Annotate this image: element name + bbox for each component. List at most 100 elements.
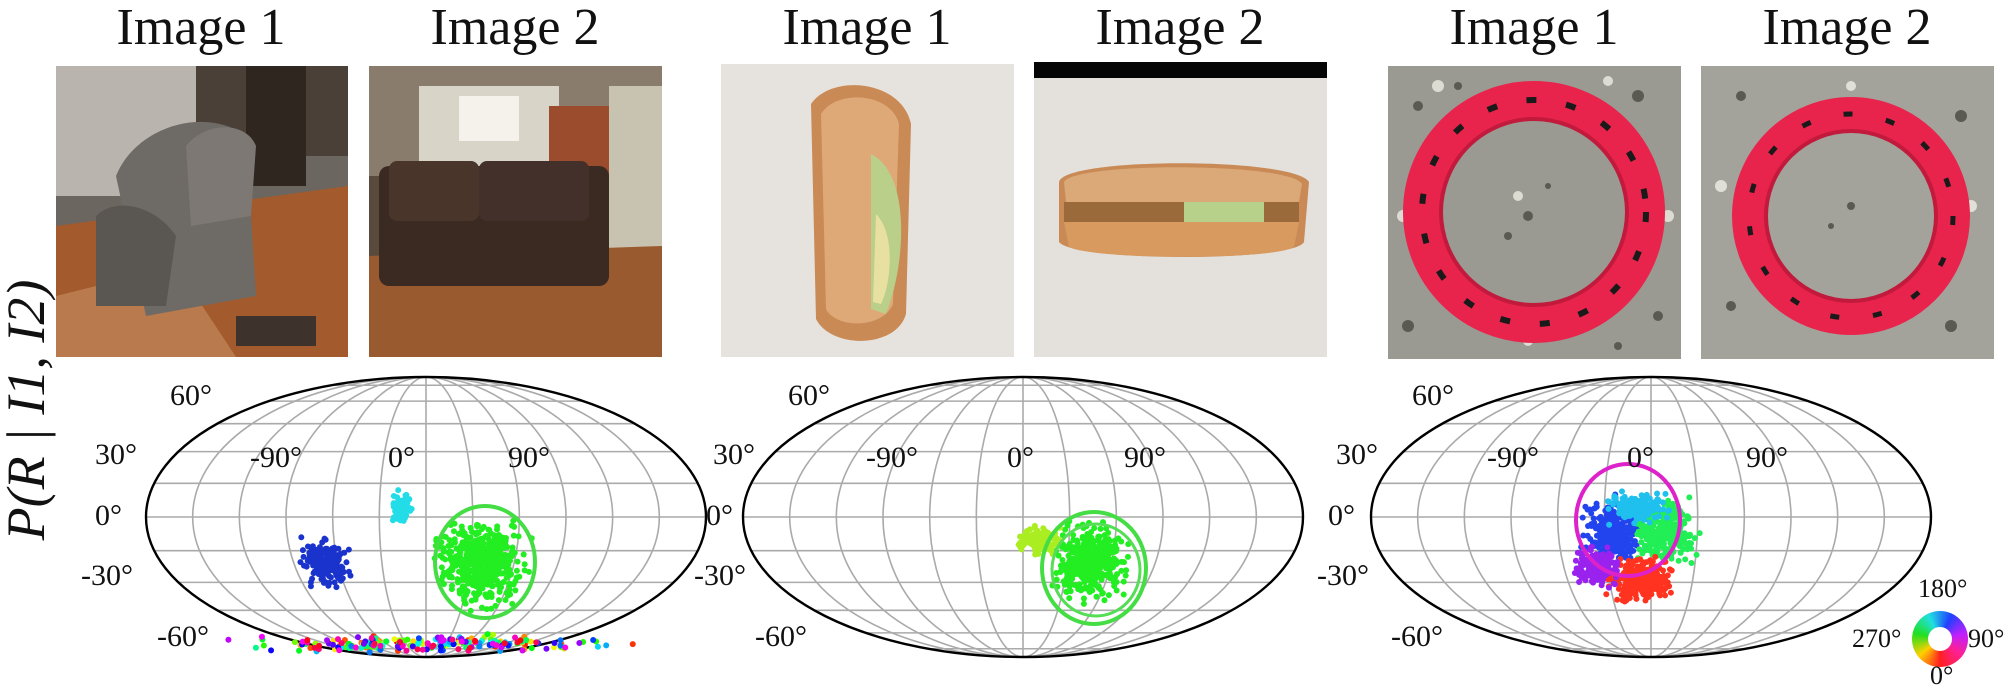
scatter-point [510,532,517,539]
scatter-point [1591,505,1598,512]
scatter-point [506,580,513,587]
panel3-image2-label: Image 2 [1762,0,1932,56]
panel1-image1-label: Image 1 [116,0,286,56]
scatter-point [1677,549,1684,556]
scatter-point [1059,556,1066,563]
scatter-point [1612,542,1619,549]
scatter-point [521,561,528,568]
scatter-point [1120,578,1127,585]
scatter-point [1095,533,1102,540]
scatter-point [1682,556,1689,563]
scatter-point [1626,525,1633,532]
scatter-point [483,606,490,613]
scatter-point [1099,590,1106,597]
scatter-point [495,597,502,604]
scatter-point [1604,498,1611,505]
scatter-point [1600,559,1607,566]
plot3-lat-30: 30° [1336,438,1378,471]
scatter-point [517,637,524,644]
scatter-point [1089,546,1096,553]
scatter-point [1618,550,1625,557]
cluster-cyan [389,487,415,524]
scatter-point [449,559,456,566]
scatter-point [562,644,569,651]
scatter-point [403,647,410,654]
scatter-point [467,541,474,548]
scatter-point [439,554,446,561]
scatter-point [1691,535,1698,542]
scatter-point [399,504,406,511]
scatter-point [512,634,519,641]
color-wheel-label-right: 90° [1968,624,2005,653]
scatter-point [1648,578,1655,585]
plot3-lat-m60: -60° [1391,620,1443,653]
scatter-point [1036,533,1043,540]
scatter-point [450,641,457,648]
cluster-blue [297,534,354,591]
grid-lines [146,376,706,658]
plot2-lon-0: 0° [1007,441,1034,474]
sandwich-photo-1 [721,64,1014,357]
scatter-point [486,537,493,544]
scatter-point [453,545,460,552]
scatter-point [1686,494,1693,501]
scatter-point [1603,591,1610,598]
scatter-point [491,547,498,554]
scatter-point [1693,551,1700,558]
scatter-point [1628,589,1635,596]
scatter-point [333,584,340,591]
plot1-lat-m60: -60° [157,620,209,653]
scatter-point [1086,555,1093,562]
scatter-point [1072,582,1079,589]
scatter-point [1088,529,1095,536]
scatter-point [1639,588,1646,595]
scatter-point [440,548,447,555]
scatter-point [1616,530,1623,537]
globe-outline [1369,375,1933,659]
scatter-point [488,605,495,612]
scatter-point [478,543,485,550]
scatter-point [495,539,502,546]
scatter-point [1611,560,1618,567]
sofa-photo-1 [56,66,348,357]
scatter-point [1579,514,1586,521]
scatter-point [512,587,519,594]
scatter-point [1653,546,1660,553]
globe-outline [741,375,1305,659]
scatter-point [383,638,390,645]
scatter-point [1086,571,1093,578]
scatter-point [466,645,473,652]
scatter-point [1660,587,1667,594]
scatter-point [402,492,409,499]
scatter-point [1095,584,1102,591]
scatter-point [1080,595,1087,602]
ring-photo-1 [1388,66,1681,359]
scatter-point [488,594,495,601]
scatter-point [506,566,513,573]
scatter-point [590,636,597,643]
plot3-lon-0: 0° [1627,441,1654,474]
grid-lines [1371,376,1931,658]
mollweide-plot-3 [1369,375,1933,659]
scatter-point [462,559,469,566]
scatter-point [1660,525,1667,532]
color-wheel-label-left: 270° [1852,624,1902,653]
scatter-point [469,559,476,566]
scatter-point [445,568,452,575]
scatter-point [1662,579,1669,586]
scatter-point [297,559,304,566]
cluster-green [1043,518,1132,607]
scatter-point [1089,563,1096,570]
scatter-point [307,583,314,590]
scatter-point [1105,555,1112,562]
scatter-point [1626,566,1633,573]
scatter-point [1060,561,1067,568]
scatter-point [1118,567,1125,574]
scatter-point [528,645,535,652]
scatter-point [414,640,421,647]
scatter-point [1636,582,1643,589]
color-wheel-icon [1912,611,1968,667]
cluster-rainbow-bottom [225,631,636,656]
scatter-point [1081,579,1088,586]
scatter-point [1597,574,1604,581]
